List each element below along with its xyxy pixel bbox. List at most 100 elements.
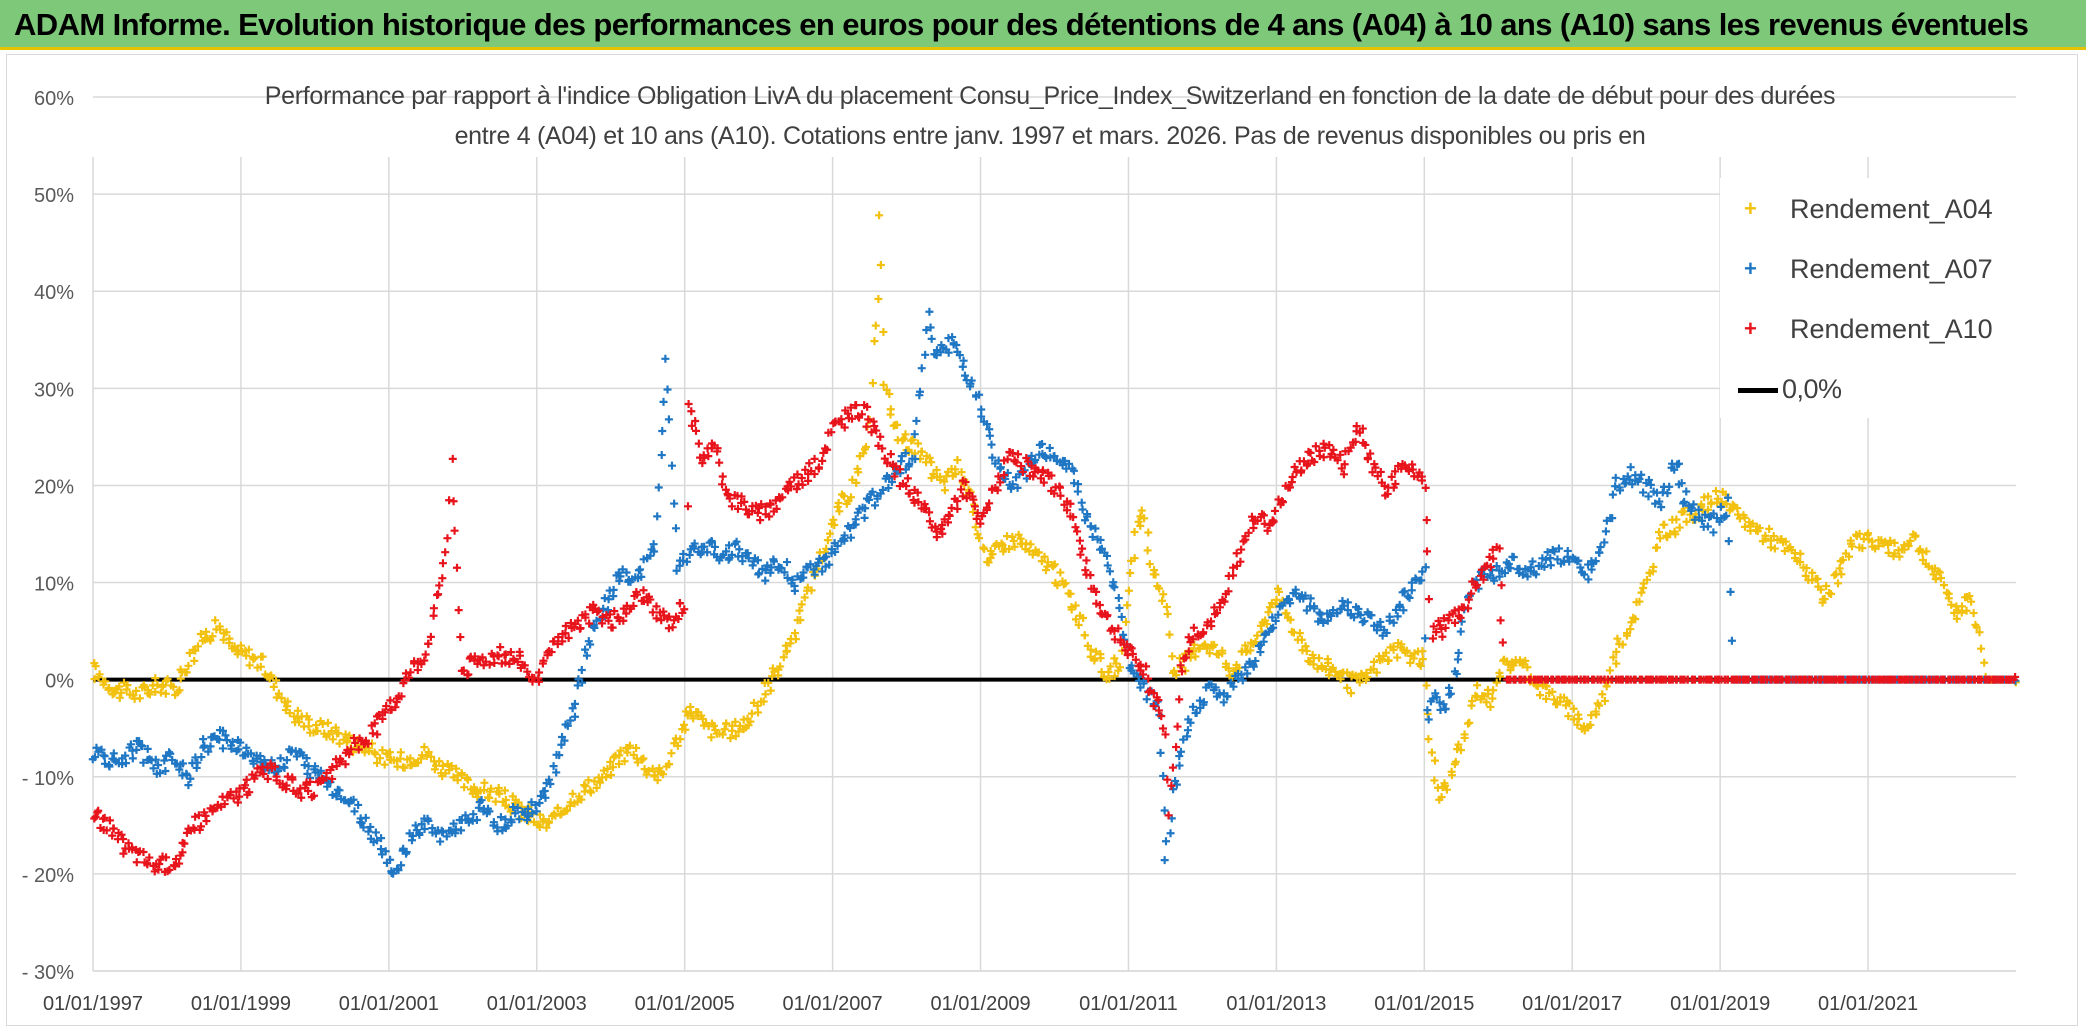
data-point: [100, 813, 109, 822]
data-point: [1149, 702, 1158, 711]
data-point: [1464, 595, 1473, 604]
data-point: [1711, 487, 1720, 496]
data-point: [1397, 640, 1406, 649]
data-point: [814, 558, 823, 567]
data-point: [370, 748, 379, 757]
data-point: [236, 641, 245, 650]
data-point: [1886, 536, 1895, 545]
data-point: [1301, 642, 1310, 651]
data-point: [925, 307, 934, 316]
data-point: [1211, 683, 1220, 692]
data-point: [171, 855, 180, 864]
data-point: [1543, 548, 1552, 557]
data-point: [1130, 554, 1139, 563]
data-point: [1428, 634, 1437, 643]
data-point: [515, 815, 524, 824]
data-point: [535, 668, 544, 677]
data-point: [91, 812, 100, 821]
data-point: [1241, 663, 1250, 672]
y-tick-label: - 30%: [22, 962, 74, 984]
data-point: [1102, 551, 1111, 560]
data-point: [1935, 568, 1944, 577]
data-point: [1367, 611, 1376, 620]
data-point: [735, 545, 744, 554]
data-point: [123, 681, 132, 690]
data-point: [402, 848, 411, 857]
data-point: [288, 775, 297, 784]
data-point: [1822, 581, 1831, 590]
data-point: [1656, 534, 1665, 543]
data-point: [1827, 590, 1836, 599]
data-point: [977, 412, 986, 421]
data-point: [199, 735, 208, 744]
data-point: [1586, 720, 1595, 729]
data-point: [535, 799, 544, 808]
data-point: [234, 745, 243, 754]
data-point: [1202, 644, 1211, 653]
data-point: [622, 609, 631, 618]
data-point: [1637, 470, 1646, 479]
data-point: [1168, 652, 1177, 661]
data-point: [1343, 606, 1352, 615]
data-point: [868, 487, 877, 496]
data-point: [644, 766, 653, 775]
data-point: [196, 630, 205, 639]
data-point: [980, 544, 989, 553]
data-point: [381, 847, 390, 856]
plus-marker-icon: +: [1744, 256, 1757, 281]
data-point: [1237, 670, 1246, 679]
data-point: [1315, 446, 1324, 455]
data-point: [1460, 733, 1469, 742]
data-point: [575, 624, 584, 633]
data-point: [953, 504, 962, 513]
data-point: [1488, 694, 1497, 703]
data-point: [324, 718, 333, 727]
series-markers: [88, 211, 2020, 878]
data-point: [1271, 616, 1280, 625]
data-point: [1232, 561, 1241, 570]
data-point: [1918, 555, 1927, 564]
data-point: [1253, 631, 1262, 640]
data-point: [1363, 453, 1372, 462]
data-point: [1723, 493, 1732, 502]
data-point: [787, 482, 796, 491]
data-point: [1689, 500, 1698, 509]
data-point: [270, 762, 279, 771]
data-point: [1980, 658, 1989, 667]
data-point: [1306, 594, 1315, 603]
data-point: [528, 809, 537, 818]
data-point: [691, 417, 700, 426]
data-point: [652, 602, 661, 611]
data-point: [175, 765, 184, 774]
data-point: [1574, 556, 1583, 565]
data-point: [1018, 467, 1027, 476]
data-point: [1236, 557, 1245, 566]
data-point: [1237, 545, 1246, 554]
data-point: [382, 702, 391, 711]
data-point: [1918, 548, 1927, 557]
data-point: [1140, 514, 1149, 523]
data-point: [513, 657, 522, 666]
data-point: [316, 766, 325, 775]
data-point: [126, 740, 135, 749]
data-point: [190, 656, 199, 665]
data-point: [359, 823, 368, 832]
data-point: [1355, 678, 1364, 687]
data-point: [1244, 528, 1253, 537]
data-point: [796, 616, 805, 625]
data-point: [380, 708, 389, 717]
data-point: [1542, 694, 1551, 703]
data-point: [1331, 667, 1340, 676]
data-point: [1801, 571, 1810, 580]
data-point: [971, 523, 980, 532]
data-point: [1086, 571, 1095, 580]
data-point: [327, 727, 336, 736]
data-point: [1677, 479, 1686, 488]
data-point: [1486, 563, 1495, 572]
data-point: [1259, 511, 1268, 520]
data-point: [1446, 689, 1455, 698]
data-point: [1121, 617, 1130, 626]
data-point: [908, 435, 917, 444]
data-point: [464, 670, 473, 679]
data-point: [648, 608, 657, 617]
